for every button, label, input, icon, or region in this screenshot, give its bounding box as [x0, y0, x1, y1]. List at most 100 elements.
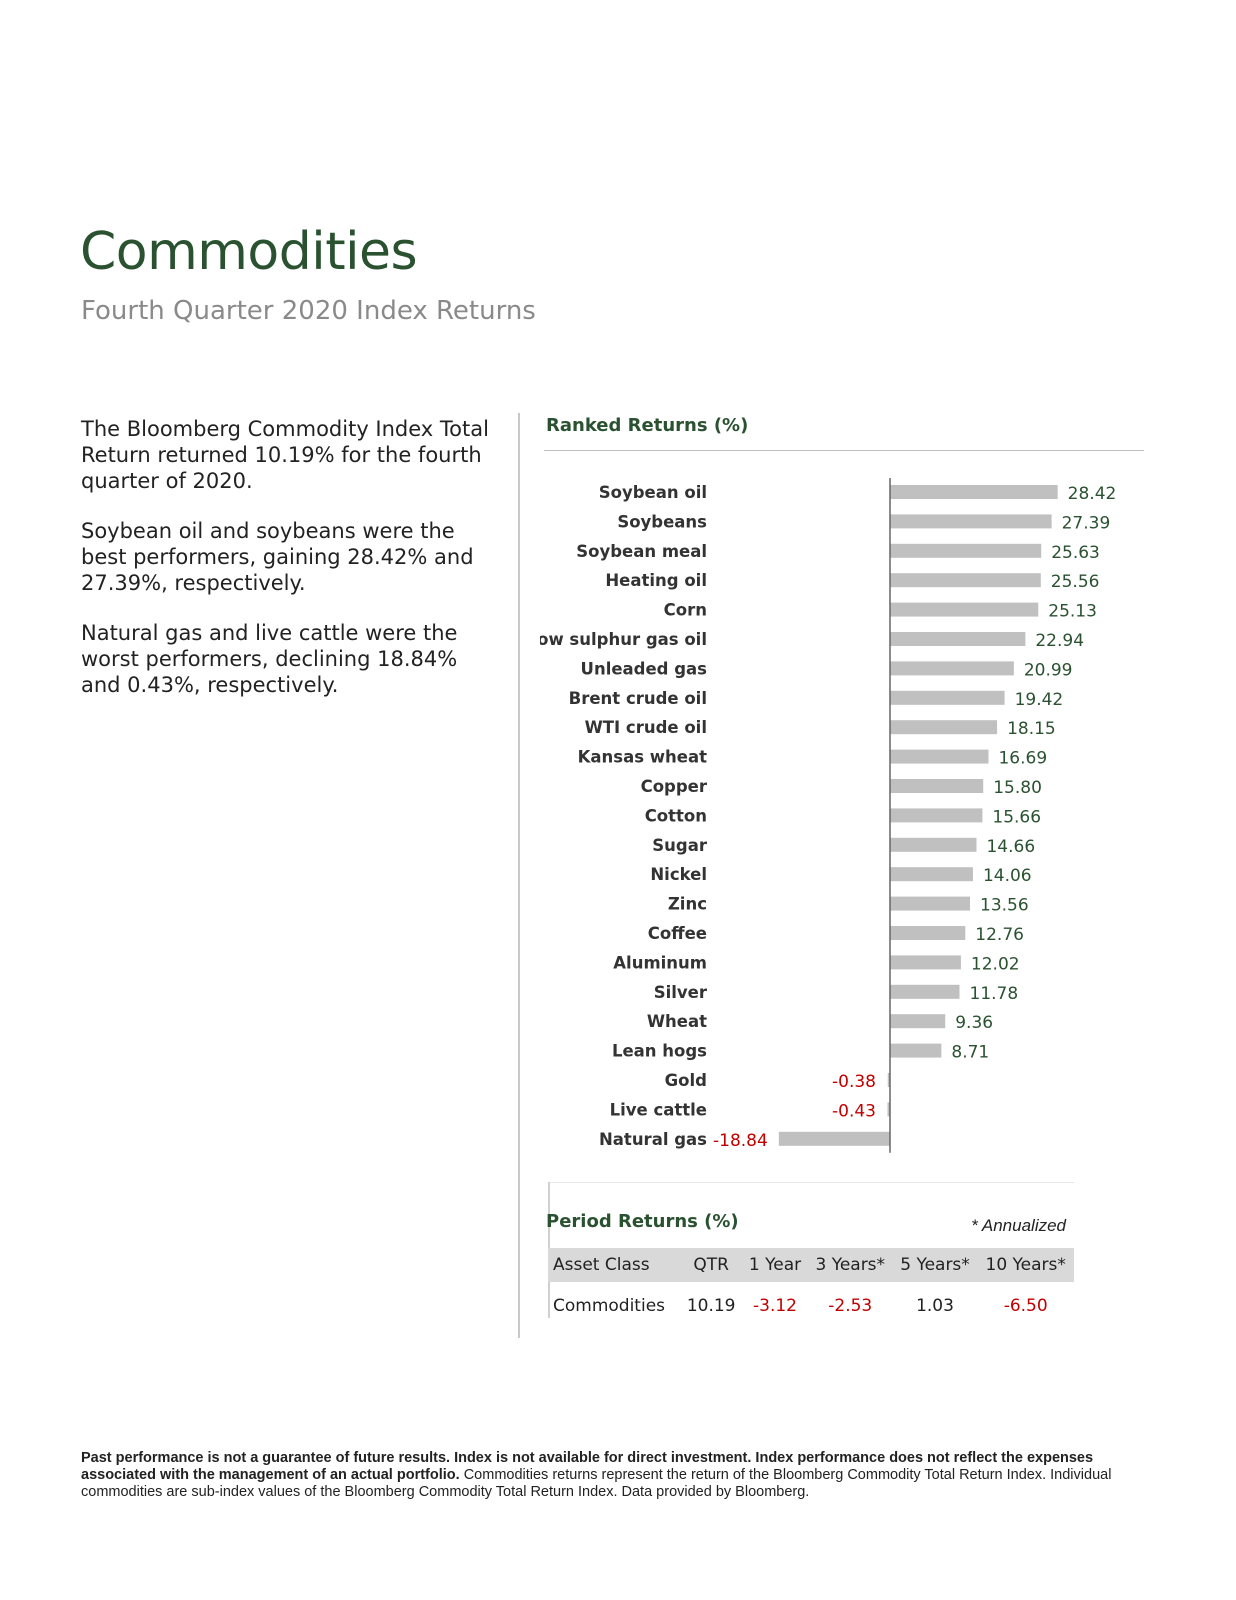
page-subtitle: Fourth Quarter 2020 Index Returns: [81, 296, 536, 326]
ranked-title-rule: [544, 450, 1144, 451]
category-label: Natural gas: [599, 1130, 707, 1149]
period-header-row: Asset Class QTR 1 Year 3 Years* 5 Years*…: [548, 1248, 1074, 1282]
value-label: 16.69: [998, 749, 1047, 769]
category-label: Soybeans: [617, 512, 707, 531]
value-label: 15.66: [992, 807, 1041, 827]
category-label: WTI crude oil: [585, 718, 707, 737]
value-label: 25.63: [1051, 543, 1100, 563]
header-3-years: 3 Years*: [807, 1248, 893, 1282]
summary-paragraph-worst: Natural gas and live cattle were the wor…: [81, 621, 458, 697]
value-label: 9.36: [955, 1013, 993, 1033]
value-label: 25.56: [1051, 572, 1100, 592]
value-label: 14.66: [986, 837, 1035, 857]
value-label: 15.80: [993, 778, 1042, 798]
category-label: Gold: [665, 1071, 707, 1090]
value-label: 27.39: [1062, 513, 1111, 533]
summary-paragraph-index: The Bloomberg Commodity Index Total Retu…: [81, 417, 489, 493]
annualized-note: * Annualized: [971, 1216, 1066, 1235]
value-label: 11.78: [970, 984, 1019, 1004]
category-label: Corn: [664, 601, 707, 620]
value-label: 14.06: [983, 866, 1032, 886]
summary-paragraph-best: Soybean oil and soybeans were the best p…: [81, 519, 474, 595]
value-label: 13.56: [980, 896, 1029, 916]
period-top-rule: [548, 1182, 1074, 1183]
header-10-years: 10 Years*: [977, 1248, 1074, 1282]
category-label: Coffee: [648, 924, 707, 943]
bar: [890, 808, 983, 823]
cell-10-years: -6.50: [1003, 1296, 1048, 1316]
value-label: -0.43: [832, 1101, 876, 1121]
category-label: Cotton: [645, 806, 707, 825]
bar: [890, 984, 960, 999]
bar: [890, 690, 1005, 705]
bar: [890, 926, 966, 940]
category-label: Copper: [641, 777, 708, 796]
header-1-year: 1 Year: [742, 1248, 808, 1282]
footnote-bold: Past performance is not a guarantee of f…: [81, 1450, 1094, 1483]
cell-qtr: 10.19: [686, 1296, 736, 1316]
cell-1-year: -3.12: [753, 1296, 797, 1316]
value-label: 28.42: [1068, 484, 1117, 504]
value-label: 20.99: [1024, 660, 1073, 680]
bar: [890, 1014, 946, 1029]
bar: [890, 485, 1058, 499]
cell-5-years: 1.03: [916, 1296, 954, 1316]
value-label: 19.42: [1015, 690, 1064, 710]
cell-asset-class: Commodities: [553, 1296, 666, 1316]
category-label: Unleaded gas: [581, 659, 708, 678]
ranked-returns-title: Ranked Returns (%): [546, 415, 749, 436]
value-label: -18.84: [713, 1131, 768, 1151]
category-label: Nickel: [650, 865, 707, 884]
bar: [890, 602, 1039, 617]
table-row: Commodities 10.19 -3.12 -2.53 1.03 -6.50: [548, 1282, 1074, 1330]
value-label: -0.38: [832, 1072, 876, 1092]
bar: [890, 837, 977, 852]
footnote: Past performance is not a guarantee of f…: [81, 1450, 1141, 1501]
cell-3-years: -2.53: [828, 1296, 873, 1316]
value-label: 22.94: [1035, 631, 1084, 651]
header-asset-class: Asset Class: [548, 1248, 681, 1282]
bar: [890, 514, 1052, 529]
bar: [890, 632, 1026, 646]
bar: [890, 867, 973, 882]
category-label: Lean hogs: [612, 1042, 707, 1061]
value-label: 18.15: [1007, 719, 1056, 739]
value-label: 8.71: [951, 1043, 989, 1063]
category-label: Kansas wheat: [578, 748, 708, 767]
bar: [890, 779, 984, 793]
category-label: Sugar: [652, 836, 708, 855]
bar: [890, 573, 1041, 588]
category-label: Brent crude oil: [569, 689, 707, 708]
category-label: Silver: [654, 983, 708, 1002]
category-label: Zinc: [668, 895, 707, 914]
bar: [890, 661, 1014, 676]
category-label: Soybean oil: [599, 483, 707, 502]
header-5-years: 5 Years*: [892, 1248, 978, 1282]
category-label: Soybean meal: [576, 542, 707, 561]
bar: [890, 896, 971, 911]
summary-text: The Bloomberg Commodity Index Total Retu…: [81, 416, 501, 722]
category-label: Live cattle: [610, 1100, 707, 1119]
category-label: Low sulphur gas oil: [540, 630, 707, 649]
value-label: 12.76: [975, 925, 1024, 945]
ranked-returns-chart: Soybean oil 28.42 Soybeans 27.39 Soybean mea…: [540, 478, 1117, 1153]
period-returns-title: Period Returns (%): [546, 1211, 739, 1232]
bar: [890, 1043, 942, 1058]
category-label: Heating oil: [605, 571, 707, 590]
page-title: Commodities: [80, 222, 418, 282]
bar: [890, 543, 1042, 558]
value-label: 12.02: [971, 954, 1020, 974]
column-divider: [518, 413, 520, 1338]
bar: [887, 1073, 890, 1087]
period-returns-table: Asset Class QTR 1 Year 3 Years* 5 Years*…: [548, 1248, 1074, 1330]
header-qtr: QTR: [680, 1248, 743, 1282]
bar: [890, 749, 989, 764]
value-label: 25.13: [1048, 602, 1097, 622]
bar: [890, 955, 961, 970]
category-label: Wheat: [647, 1012, 707, 1031]
bar: [887, 1102, 890, 1117]
footnote-normal: Commodities returns represent the return…: [81, 1467, 1112, 1500]
category-label: Aluminum: [613, 953, 707, 972]
bar: [890, 720, 998, 735]
bar: [778, 1131, 890, 1146]
